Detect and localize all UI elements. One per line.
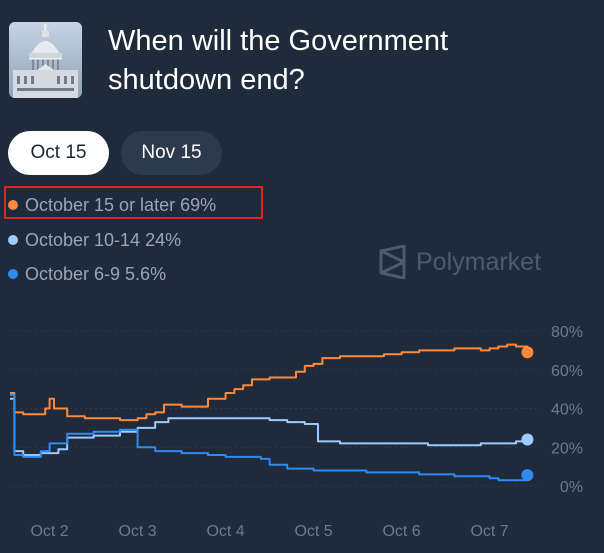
legend-label: October 6-9 5.6% xyxy=(25,263,167,284)
tab-oct-15[interactable]: Oct 15 xyxy=(8,131,109,175)
x-tick-label: Oct 2 xyxy=(30,523,68,540)
series-line xyxy=(10,393,529,482)
series-line xyxy=(10,397,529,456)
y-tick-label: 60% xyxy=(551,363,583,380)
x-tick-label: Oct 7 xyxy=(470,523,508,540)
legend-item-oct-10-14: October 10-14 24% xyxy=(8,226,181,254)
tab-nov-15[interactable]: Nov 15 xyxy=(121,131,222,175)
series-endpoint-dot xyxy=(521,346,534,359)
legend-dot-icon xyxy=(8,200,18,210)
x-tick-label: Oct 4 xyxy=(206,523,244,540)
watermark-text: Polymarket xyxy=(416,247,542,276)
series-line xyxy=(10,343,529,422)
legend-item-oct-6-9: October 6-9 5.6% xyxy=(8,260,166,288)
legend-item-oct-15-or-later: October 15 or later 69% xyxy=(8,191,216,219)
x-tick-label: Oct 5 xyxy=(294,523,332,540)
polymarket-logo-icon xyxy=(379,245,406,279)
x-tick-label: Oct 6 xyxy=(382,523,420,540)
y-tick-label: 40% xyxy=(551,402,583,419)
legend-dot-icon xyxy=(8,235,18,245)
capitol-building-icon xyxy=(9,22,82,98)
polymarket-watermark: Polymarket xyxy=(378,245,541,279)
legend-dot-icon xyxy=(8,269,18,279)
x-tick-label: Oct 3 xyxy=(118,523,156,540)
legend-label: October 10-14 24% xyxy=(25,229,182,250)
series-endpoint-dot xyxy=(521,469,534,482)
y-tick-label: 80% xyxy=(551,324,583,341)
y-tick-label: 20% xyxy=(551,440,583,457)
y-tick-label: 0% xyxy=(560,479,583,496)
event-thumbnail xyxy=(9,22,82,98)
highlight-box xyxy=(4,186,263,219)
series-endpoint-dot xyxy=(521,433,534,446)
legend-label: October 15 or later 69% xyxy=(25,194,217,215)
page-title: When will the Government shutdown end? xyxy=(108,25,449,96)
